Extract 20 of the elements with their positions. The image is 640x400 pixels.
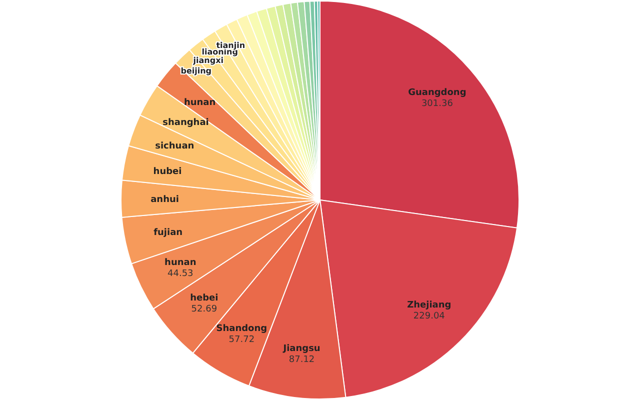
data-label: 52.69 <box>191 304 218 314</box>
slice-label: hunan <box>164 258 196 268</box>
slice-label: sichuan <box>155 142 194 152</box>
slice-label: hubei <box>153 166 182 177</box>
data-label: 229.04 <box>413 311 446 322</box>
slice-label: Zhejiang <box>407 300 452 310</box>
data-label: 301.36 <box>421 99 454 110</box>
slice-label: fujian <box>154 228 183 238</box>
slice-label: anhui <box>150 195 179 206</box>
data-label: 87.12 <box>288 355 315 366</box>
slice-label: Jiangsu <box>282 344 320 354</box>
slice-label: Guangdong <box>408 88 466 98</box>
slice-label: hebei <box>190 293 218 304</box>
slice-label: hunan <box>184 98 216 108</box>
slice-label: shanghai <box>162 118 209 128</box>
slice-label: jiangxi <box>192 56 224 65</box>
slice-label: Shandong <box>216 324 268 334</box>
slice-label: tianjin <box>216 40 246 50</box>
data-label: 57.72 <box>228 335 255 346</box>
data-label: 44.53 <box>168 268 194 279</box>
